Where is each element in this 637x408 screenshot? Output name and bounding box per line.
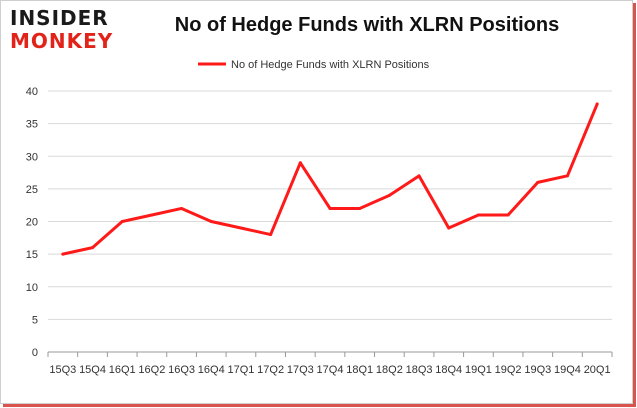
data-point xyxy=(476,213,480,217)
x-tick-label: 16Q3 xyxy=(168,364,195,376)
logo-line-1: INSIDER xyxy=(10,6,109,30)
data-point xyxy=(91,246,95,250)
x-tick-label: 17Q3 xyxy=(287,364,314,376)
data-point xyxy=(536,180,540,184)
data-point xyxy=(120,220,124,223)
x-tick-label: 17Q2 xyxy=(257,364,284,376)
data-point xyxy=(565,174,569,178)
legend-label: No of Hedge Funds with XLRN Positions xyxy=(231,59,430,71)
data-point xyxy=(239,226,243,230)
y-tick-label: 25 xyxy=(26,184,38,196)
series-line xyxy=(61,102,599,256)
data-point xyxy=(595,102,599,106)
data-point xyxy=(209,220,213,223)
x-tick-label: 19Q2 xyxy=(495,364,522,376)
data-point xyxy=(269,233,273,237)
data-point xyxy=(180,206,184,210)
x-tick-label: 19Q1 xyxy=(465,364,492,376)
y-tick-label: 40 xyxy=(26,86,38,98)
x-tick-label: 19Q4 xyxy=(554,364,581,376)
x-tick-label: 19Q3 xyxy=(524,364,551,376)
x-tick-label: 15Q4 xyxy=(79,364,106,376)
y-tick-label: 30 xyxy=(26,151,38,163)
data-point xyxy=(328,206,332,210)
data-point xyxy=(298,161,302,165)
data-point xyxy=(506,213,510,217)
insider-monkey-logo: INSIDER MONKEY xyxy=(10,8,120,56)
x-tick-label: 18Q2 xyxy=(376,364,403,376)
logo-line-2: MONKEY xyxy=(10,29,114,53)
y-tick-label: 20 xyxy=(26,217,38,229)
x-tick-label: 20Q1 xyxy=(584,364,611,376)
x-tick-label: 16Q4 xyxy=(198,364,225,376)
data-point xyxy=(61,252,65,256)
y-tick-label: 35 xyxy=(26,119,38,131)
x-tick-label: 18Q1 xyxy=(346,364,373,376)
data-point xyxy=(358,206,362,210)
data-point xyxy=(417,174,421,178)
x-tick-label: 17Q4 xyxy=(317,364,344,376)
x-tick-label: 18Q4 xyxy=(435,364,462,376)
x-tick-label: 18Q3 xyxy=(406,364,433,376)
y-tick-label: 10 xyxy=(26,282,38,294)
y-tick-label: 0 xyxy=(32,347,38,359)
data-point xyxy=(447,226,451,230)
x-tick-label: 16Q1 xyxy=(109,364,136,376)
x-tick-label: 17Q1 xyxy=(227,364,254,376)
chart-title: No of Hedge Funds with XLRN Positions xyxy=(174,14,560,36)
x-tick-label: 15Q3 xyxy=(49,364,76,376)
y-tick-label: 5 xyxy=(32,314,38,326)
y-tick-label: 15 xyxy=(26,249,38,261)
data-point xyxy=(387,193,391,197)
data-point xyxy=(150,213,154,217)
x-tick-label: 16Q2 xyxy=(138,364,165,376)
